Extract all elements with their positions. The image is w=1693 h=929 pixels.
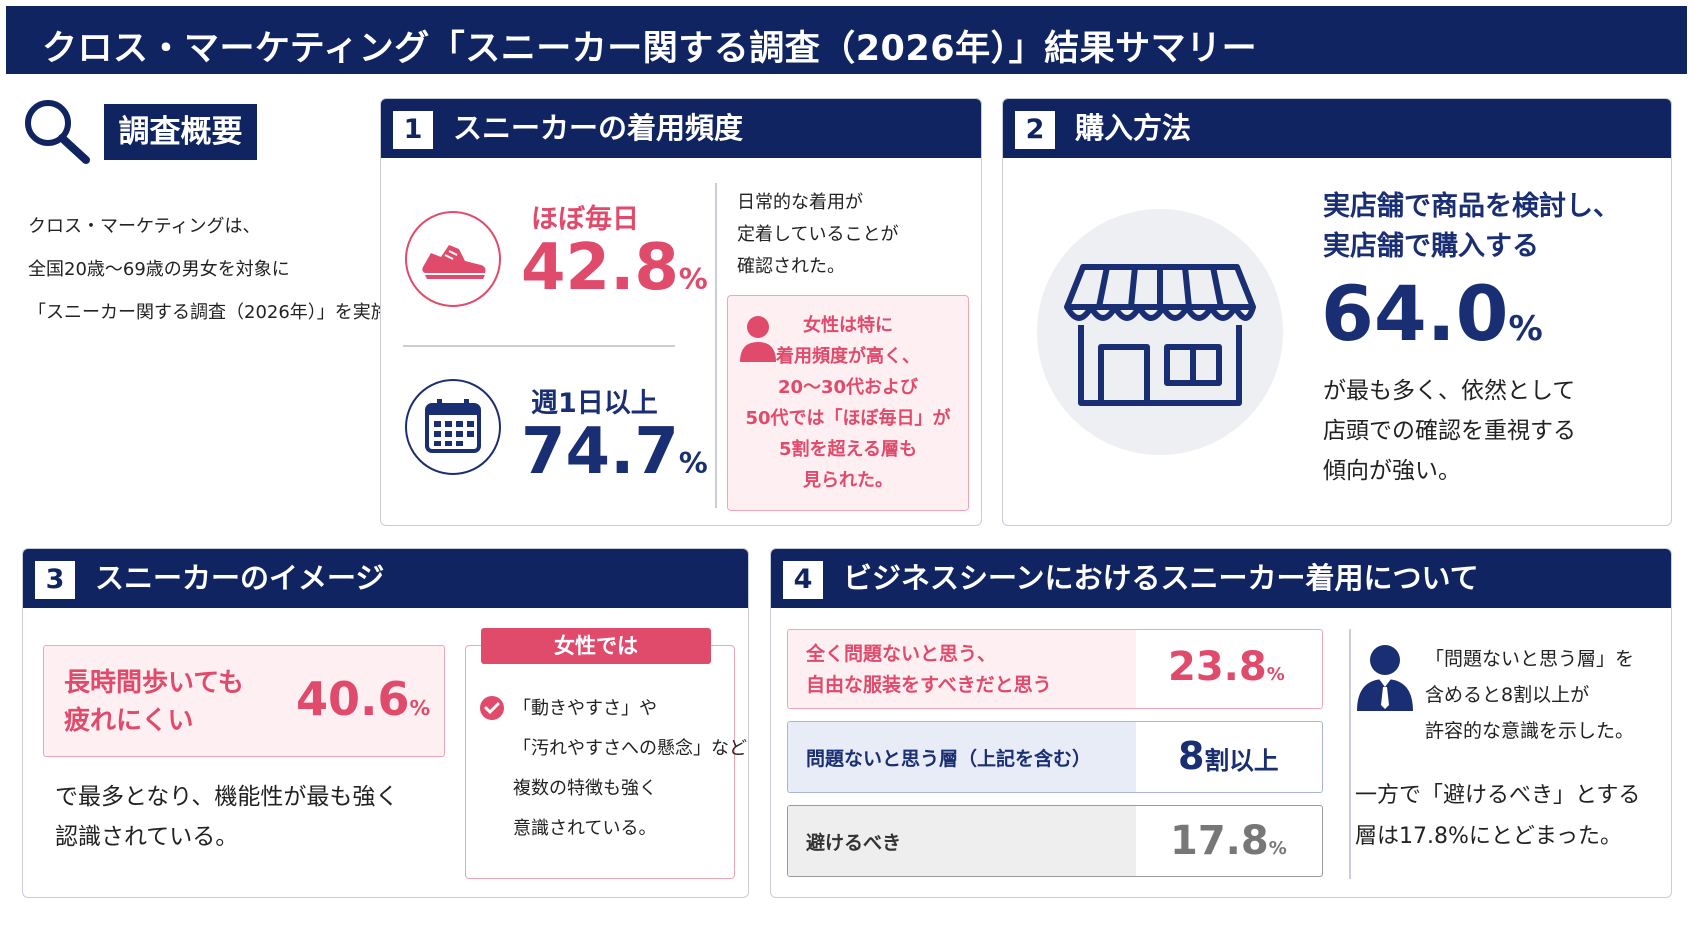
page-title: クロス・マーケティング「スニーカー関する調査（2026年）」結果サマリー <box>6 6 1687 74</box>
vertical-divider <box>715 183 717 508</box>
weekly-value: 74.7% <box>521 415 708 489</box>
business-note-2: 一方で「避けるべき」とする 層は17.8%にとどまった。 <box>1355 783 1641 849</box>
top-image-value: 40.6% <box>296 672 431 726</box>
result-row: 避けるべき 17.8% <box>787 805 1323 877</box>
purchase-lead: 実店舗で商品を検討し、 実店舗で購入する <box>1323 191 1620 262</box>
panel-header: 1 スニーカーの着用頻度 <box>381 99 981 158</box>
businessman-icon <box>1353 643 1417 713</box>
female-box <box>465 645 735 879</box>
female-callout: 女性は特に 着用頻度が高く、 20～30代および 50代では「ほぼ毎日」が 5割を超える… <box>727 295 969 511</box>
female-desc: 「動きやすさ」や 「汚れやすさへの懸念」など 複数の特徴も強く 意識されている。 <box>513 698 747 839</box>
search-icon <box>20 96 100 166</box>
panel-title: スニーカーのイメージ <box>95 561 385 595</box>
panel-header: 2 購入方法 <box>1003 99 1671 158</box>
panel-number: 2 <box>1015 111 1055 149</box>
weekly-label: 週1日以上 <box>531 388 658 419</box>
frequency-note: 日常的な着用が 定着していることが 確認された。 <box>737 192 899 277</box>
overview-line: 全国20歳～69歳の男女を対象に <box>28 259 290 280</box>
vertical-divider <box>1349 629 1351 879</box>
overview-line: 「スニーカー関する調査（2026年）」を実施。 <box>28 302 407 323</box>
panel-sneaker-image: 3 スニーカーのイメージ 長時間歩いても 疲れにくい 40.6% で最多となり、機… <box>22 548 749 898</box>
panel-wear-frequency: 1 スニーカーの着用頻度 ほぼ毎日 42.8% 週1日以上 74. <box>380 98 982 526</box>
purchase-desc: が最も多く、依然として 店頭での確認を重視する 傾向が強い。 <box>1323 378 1576 484</box>
overview-tag: 調査概要 <box>104 104 257 160</box>
female-callout-text: 女性は特に 着用頻度が高く、 20～30代および 50代では「ほぼ毎日」が 5割を超える… <box>745 315 951 491</box>
panel-purchase-method: 2 購入方法 実店舗で商品を検討し、 実店舗で購入する 64.0% が最も多く、依… <box>1002 98 1672 526</box>
result-label: 問題ないと思う層（上記を含む） <box>806 748 1092 770</box>
panel-number: 4 <box>783 561 823 599</box>
sneaker-icon <box>403 209 503 309</box>
panel-title: 購入方法 <box>1075 111 1192 145</box>
panel-number: 1 <box>393 111 433 149</box>
check-icon <box>479 695 505 721</box>
business-note: 「問題ないと思う層」を 含めると8割以上が 許容的な意識を示した。 <box>1425 648 1635 742</box>
store-icon <box>1035 207 1285 457</box>
panel-number: 3 <box>35 561 75 599</box>
result-value: 17.8% <box>1170 818 1287 864</box>
divider <box>403 345 675 347</box>
result-row: 問題ないと思う層（上記を含む） 8割以上 <box>787 721 1323 793</box>
result-value: 23.8% <box>1168 644 1285 690</box>
panel-title: ビジネスシーンにおけるスニーカー着用について <box>843 561 1479 595</box>
result-value: 8割以上 <box>1178 734 1279 778</box>
daily-label: ほぼ毎日 <box>531 204 639 235</box>
calendar-icon <box>403 377 503 477</box>
top-image-label: 長時間歩いても 疲れにくい <box>64 668 244 736</box>
female-tag: 女性では <box>481 628 711 664</box>
panel-title: スニーカーの着用頻度 <box>453 111 744 145</box>
person-icon <box>738 314 778 364</box>
panel-header: 4 ビジネスシーンにおけるスニーカー着用について <box>771 549 1671 608</box>
result-label: 避けるべき <box>806 832 902 854</box>
image-desc: で最多となり、機能性が最も強く 認識されている。 <box>55 784 399 850</box>
top-image-box: 長時間歩いても 疲れにくい 40.6% <box>43 645 445 757</box>
result-label: 全く問題ないと思う、 自由な服装をすべきだと思う <box>806 643 1052 696</box>
panel-header: 3 スニーカーのイメージ <box>23 549 748 608</box>
daily-value: 42.8% <box>521 231 708 305</box>
panel-business-scene: 4 ビジネスシーンにおけるスニーカー着用について 全く問題ないと思う、 自由な服装… <box>770 548 1672 898</box>
purchase-value: 64.0% <box>1321 269 1543 358</box>
overview-line: クロス・マーケティングは、 <box>28 216 261 237</box>
result-row: 全く問題ないと思う、 自由な服装をすべきだと思う 23.8% <box>787 629 1323 709</box>
